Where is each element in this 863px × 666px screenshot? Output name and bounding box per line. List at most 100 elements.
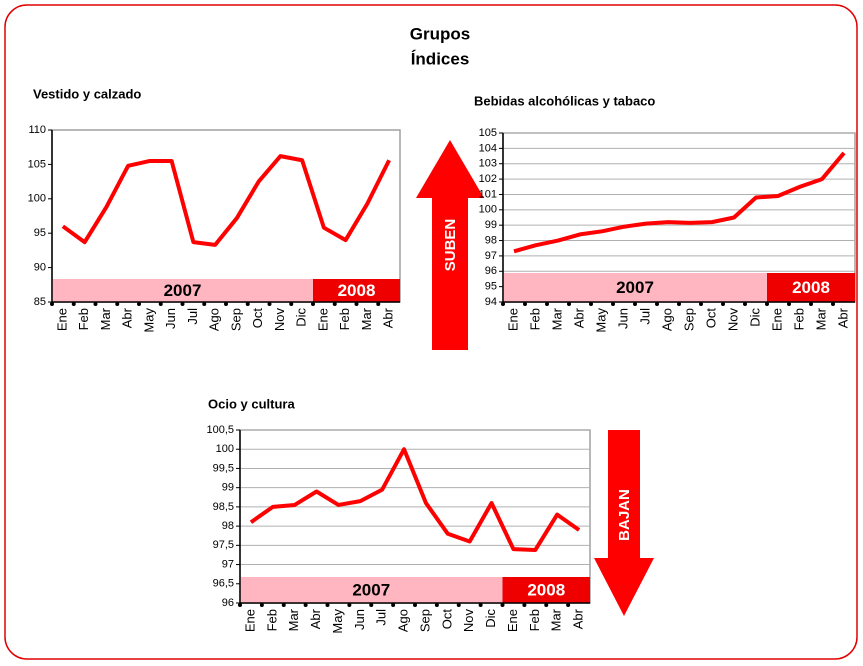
x-tick-label: May	[593, 308, 608, 333]
year-band	[767, 273, 855, 302]
x-tick-label: Mar	[549, 608, 564, 631]
subtitle: Índices	[411, 49, 470, 68]
x-tick-label: Ene	[54, 308, 69, 331]
x-tick	[50, 302, 54, 306]
x-tick	[311, 302, 315, 306]
x-tick-label: Feb	[527, 609, 542, 631]
up-arrow	[416, 140, 484, 350]
x-tick-label: Sep	[417, 609, 432, 632]
year-band	[503, 273, 767, 302]
x-tick	[238, 603, 242, 607]
x-tick	[180, 302, 185, 306]
x-tick	[589, 302, 593, 306]
x-tick	[501, 302, 505, 306]
x-tick-label: Nov	[725, 308, 740, 332]
x-tick-label: Dic	[747, 308, 762, 327]
x-tick	[224, 302, 228, 306]
x-tick-label: Abr	[571, 608, 586, 629]
x-tick	[259, 603, 264, 607]
year-label: 2007	[616, 278, 654, 297]
y-tick-label: 100	[216, 443, 234, 455]
x-tick-label: Abr	[308, 608, 323, 629]
y-tick-label: 97	[485, 250, 497, 262]
x-tick-label: Feb	[264, 609, 279, 631]
x-tick-label: Abr	[835, 307, 850, 328]
x-tick	[655, 302, 659, 306]
y-tick-label: 104	[479, 142, 497, 154]
x-tick	[391, 603, 396, 607]
x-tick	[434, 603, 439, 607]
y-tick-label: 105	[28, 158, 46, 170]
x-tick-label: Nov	[272, 308, 287, 332]
y-tick-label: 105	[479, 127, 497, 139]
x-tick	[93, 302, 98, 306]
x-tick	[522, 603, 527, 607]
y-tick-label: 99,5	[213, 462, 234, 474]
x-tick-label: Mar	[98, 307, 113, 330]
y-tick-label: 99	[485, 219, 497, 231]
year-band	[313, 279, 400, 302]
x-tick-label: Ene	[505, 308, 520, 331]
x-tick-label: May	[141, 308, 156, 333]
x-tick-label: Ago	[659, 308, 674, 331]
y-tick-label: 97	[222, 558, 234, 570]
y-tick-label: 97,5	[213, 539, 234, 551]
x-tick	[566, 603, 571, 607]
x-tick-label: Mar	[286, 608, 301, 631]
down-arrow	[594, 430, 654, 616]
y-tick-label: 96,5	[213, 578, 234, 590]
y-tick-label: 100	[28, 193, 46, 205]
y-tick-label: 98	[222, 520, 234, 532]
y-tick-label: 90	[34, 262, 46, 274]
x-tick	[158, 302, 163, 306]
x-tick	[699, 302, 703, 306]
x-tick-label: Ago	[207, 308, 222, 331]
chart-title: Bebidas alcohólicas y tabaco	[474, 93, 655, 108]
x-tick	[721, 302, 725, 306]
up-arrow-label: SUBEN	[442, 219, 459, 272]
x-tick	[202, 302, 207, 306]
y-tick-label: 99	[222, 482, 234, 494]
x-tick	[354, 302, 359, 306]
x-tick	[267, 302, 272, 306]
x-tick-label: Feb	[76, 308, 91, 330]
year-label: 2008	[527, 580, 565, 599]
x-tick	[545, 302, 549, 306]
x-tick	[787, 302, 791, 306]
x-tick-label: Mar	[549, 307, 564, 330]
y-tick-label: 100,5	[206, 424, 234, 436]
x-tick	[369, 603, 374, 607]
x-tick	[633, 302, 637, 306]
x-tick	[478, 603, 483, 607]
down-arrow-label: BAJAN	[616, 489, 633, 541]
x-tick-label: Feb	[527, 308, 542, 330]
x-tick-label: Abr	[120, 307, 135, 328]
y-tick-label: 94	[485, 296, 497, 308]
data-line	[61, 154, 391, 247]
x-tick	[611, 302, 615, 306]
x-tick	[71, 302, 76, 306]
y-tick-label: 100	[479, 204, 497, 216]
x-tick-label: Ene	[505, 609, 520, 632]
x-tick	[245, 302, 250, 306]
chart-title: Vestido y calzado	[33, 86, 141, 101]
x-tick-label: Feb	[791, 308, 806, 330]
x-tick	[115, 302, 120, 306]
x-tick-label: Jul	[637, 308, 652, 325]
x-tick-label: Feb	[337, 308, 352, 330]
x-tick	[281, 603, 286, 607]
x-tick-label: Jul	[374, 609, 389, 626]
x-tick-label: Oct	[250, 308, 265, 329]
y-tick-label: 102	[479, 173, 497, 185]
data-line	[249, 447, 581, 552]
x-tick	[303, 603, 308, 607]
x-tick	[831, 302, 835, 306]
data-line	[513, 151, 846, 254]
x-tick	[809, 302, 813, 306]
y-tick-label: 96	[485, 265, 497, 277]
x-tick-label: Mar	[359, 307, 374, 330]
x-tick-label: Ene	[315, 308, 330, 331]
x-tick	[289, 302, 294, 306]
y-tick-label: 98,5	[213, 501, 234, 513]
